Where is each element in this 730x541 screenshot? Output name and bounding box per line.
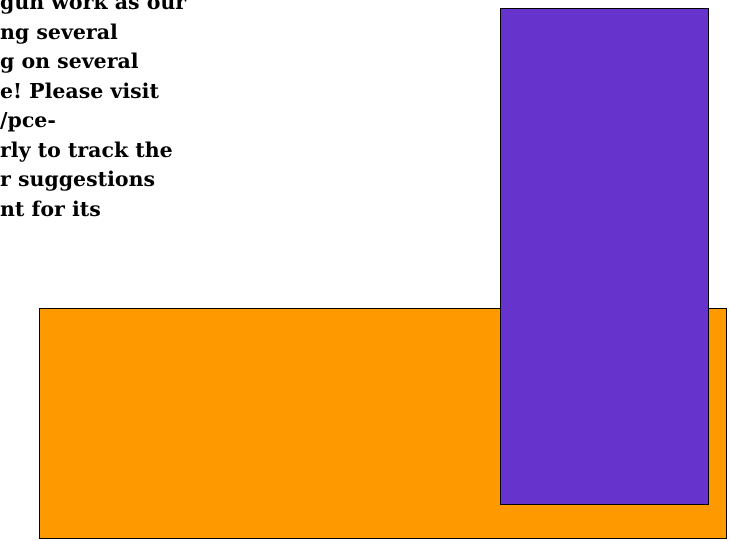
text-line: rly to track the <box>0 137 173 162</box>
text-line: ng several <box>0 19 118 44</box>
body-text: gun work as our ng several g on several … <box>0 0 380 224</box>
purple-rectangle <box>500 8 709 505</box>
text-line: /pce- <box>0 108 56 132</box>
text-line: r suggestions <box>0 167 156 191</box>
text-line: g on several <box>0 49 139 73</box>
text-line: nt for its <box>0 196 101 221</box>
text-line: gun work as our <box>0 0 187 14</box>
text-line: e! Please visit <box>0 78 159 103</box>
